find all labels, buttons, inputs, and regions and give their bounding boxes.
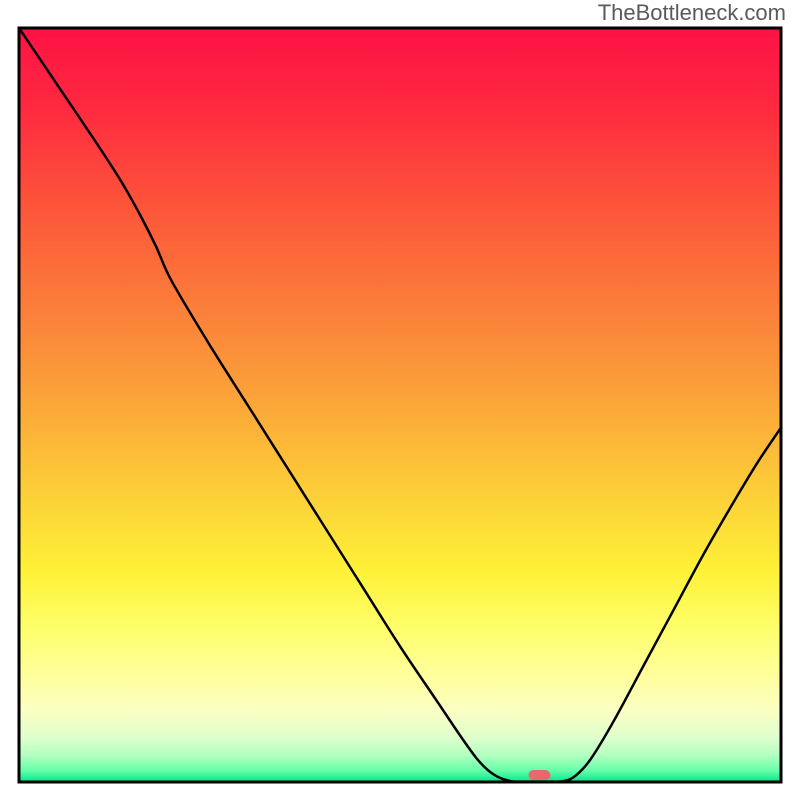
bottleneck-chart <box>0 0 800 800</box>
plot-area <box>19 28 781 782</box>
optimal-marker <box>528 770 550 780</box>
chart-container: TheBottleneck.com <box>0 0 800 800</box>
gradient-background <box>19 28 781 782</box>
watermark-text: TheBottleneck.com <box>598 0 786 26</box>
